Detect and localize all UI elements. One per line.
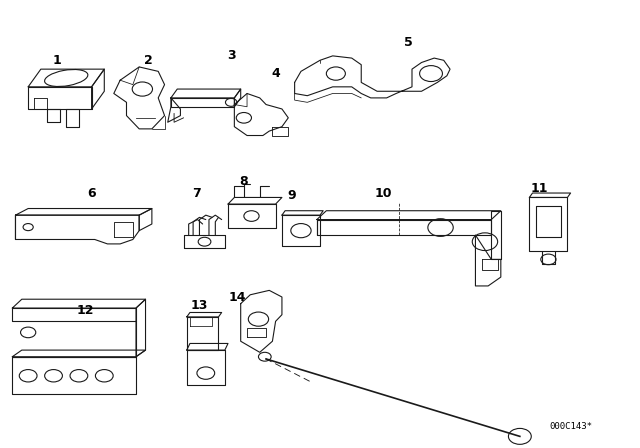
Text: 7: 7 — [192, 186, 201, 199]
Text: 5: 5 — [404, 36, 413, 49]
Text: 8: 8 — [239, 176, 248, 189]
Text: 12: 12 — [77, 304, 94, 317]
Text: 2: 2 — [145, 54, 153, 67]
Text: 10: 10 — [374, 186, 392, 199]
Text: 3: 3 — [227, 49, 236, 62]
Text: 11: 11 — [530, 182, 548, 195]
Text: 000C143*: 000C143* — [549, 422, 592, 431]
Text: 13: 13 — [191, 299, 208, 312]
Text: 4: 4 — [271, 67, 280, 80]
Text: 1: 1 — [52, 54, 61, 67]
Text: 14: 14 — [228, 290, 246, 303]
Text: 6: 6 — [87, 186, 96, 199]
Text: 9: 9 — [287, 189, 296, 202]
